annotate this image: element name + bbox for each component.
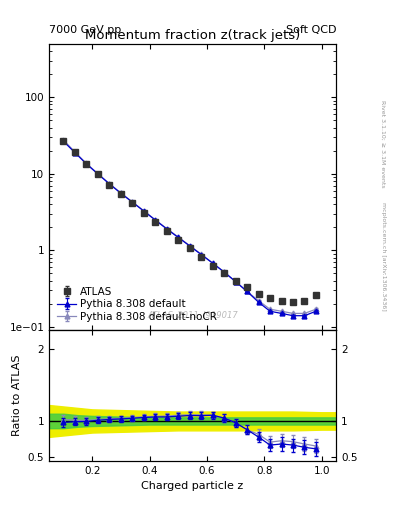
Text: 7000 GeV pp: 7000 GeV pp <box>49 25 121 35</box>
Text: Rivet 3.1.10; ≥ 3.1M events: Rivet 3.1.10; ≥ 3.1M events <box>381 99 386 187</box>
Title: Momentum fraction z(track jets): Momentum fraction z(track jets) <box>85 29 300 42</box>
Text: ATLAS_2011_I919017: ATLAS_2011_I919017 <box>147 310 238 319</box>
Text: mcplots.cern.ch [arXiv:1306.3436]: mcplots.cern.ch [arXiv:1306.3436] <box>381 202 386 310</box>
Y-axis label: Ratio to ATLAS: Ratio to ATLAS <box>12 355 22 436</box>
Y-axis label: 1/N$_{jet}$ dN/dz: 1/N$_{jet}$ dN/dz <box>0 154 4 220</box>
Legend: ATLAS, Pythia 8.308 default, Pythia 8.308 default-noCR: ATLAS, Pythia 8.308 default, Pythia 8.30… <box>54 284 220 325</box>
Text: Soft QCD: Soft QCD <box>286 25 336 35</box>
X-axis label: Charged particle z: Charged particle z <box>141 481 244 491</box>
